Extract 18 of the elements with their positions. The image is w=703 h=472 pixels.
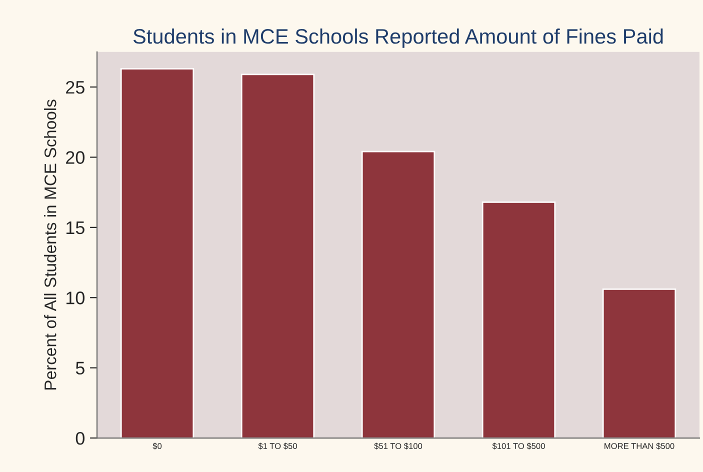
x-tick-label: $51 TO $100 [374,442,422,450]
x-tick-label: $1 TO $50 [258,442,297,450]
y-axis-title: Percent of All Students in MCE Schools [44,100,56,390]
bar [602,288,676,438]
y-tick-label: 0 [76,432,85,445]
y-tick-label: 5 [76,362,84,375]
bar [361,150,436,438]
x-tick-label: MORE THAN $500 [604,442,674,450]
x-tick-label: $101 TO $500 [492,442,545,450]
y-tick-label: 20 [66,151,85,164]
y-tick-label: 25 [66,80,84,94]
chart-title: Students in MCE Schools Reported Amount of Fines Paid [133,28,663,48]
bar [120,68,194,438]
x-tick-label: $0 [152,442,162,450]
bar [482,201,556,438]
y-tick-label: 15 [66,222,84,234]
bar [240,74,315,438]
y-tick-label: 10 [66,292,85,304]
